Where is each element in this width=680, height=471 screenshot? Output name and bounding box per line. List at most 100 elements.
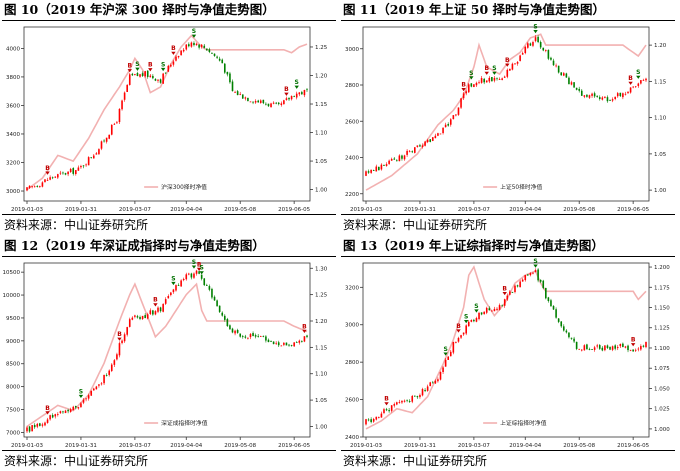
- candle-body: [642, 79, 645, 81]
- candle-body: [185, 44, 188, 50]
- figure-title: （2019 年上证综指择时与净值走势图）: [377, 238, 604, 253]
- candle-body: [398, 155, 401, 162]
- candle-body: [213, 53, 216, 56]
- candle-body: [208, 49, 211, 53]
- candle-body: [136, 73, 139, 76]
- candle-body: [565, 73, 568, 78]
- candle-body: [257, 100, 259, 103]
- x-tick-label: 2019-05-08: [563, 207, 595, 213]
- candle-body: [444, 124, 447, 128]
- x-tick-label: 2019-06-05: [617, 443, 649, 449]
- candle-body: [557, 318, 560, 322]
- buy-signal-marker: [456, 329, 461, 333]
- candle-body: [57, 174, 59, 178]
- sell-signal-marker: [191, 34, 197, 38]
- candle-body: [383, 409, 385, 413]
- candles-group: [26, 269, 308, 434]
- candle-body: [645, 78, 647, 81]
- candle-body: [280, 345, 283, 347]
- candle-body: [267, 103, 270, 107]
- candle-body: [100, 383, 103, 385]
- candle-body: [49, 415, 51, 420]
- candle-body: [59, 172, 62, 174]
- candle-body: [159, 307, 162, 312]
- candle-body: [467, 84, 470, 93]
- candle-body: [370, 169, 372, 173]
- candle-body: [141, 73, 144, 76]
- candle-body: [108, 134, 111, 139]
- sell-signal-marker: [135, 67, 140, 71]
- y-left-tick-label: 3400: [6, 132, 20, 138]
- candle-body: [539, 279, 542, 282]
- candle-body: [503, 76, 506, 78]
- candle-body: [113, 123, 116, 125]
- candle-body: [429, 382, 432, 387]
- candle-body: [203, 278, 206, 286]
- y-right-tick-label: 1.125: [654, 326, 670, 332]
- figure-title: （2019 年沪深 300 择时与净值走势图）: [38, 2, 275, 17]
- candle-body: [236, 91, 239, 96]
- candle-body: [622, 343, 624, 347]
- candle-body: [254, 100, 257, 103]
- candle-body: [575, 87, 578, 90]
- candle-body: [480, 78, 483, 83]
- sell-signal-marker: [78, 394, 84, 399]
- candle-body: [460, 98, 462, 108]
- candle-body: [552, 60, 555, 66]
- candle-body: [69, 168, 72, 173]
- sell-signal-label: S: [492, 65, 496, 72]
- candle-body: [254, 335, 257, 337]
- figure-label: 图 13: [343, 238, 378, 253]
- y-left-tick-label: 10000: [3, 293, 21, 299]
- candle-body: [598, 97, 601, 100]
- candle-body: [234, 91, 236, 93]
- candle-body: [452, 341, 455, 353]
- candle-body: [550, 300, 552, 307]
- y-right-tick-label: 1.10: [315, 372, 328, 378]
- panel-title: 图 12（2019 年深证成指择时与净值走势图）: [2, 236, 338, 256]
- buy-signal-label: B: [45, 165, 50, 172]
- candle-body: [483, 311, 485, 315]
- candle-body: [126, 327, 128, 335]
- buy-signal-label: B: [45, 405, 50, 412]
- chart-panel-3: 图 12（2019 年深证成指择时与净值走势图） 7000 7500 8000 850…: [2, 236, 338, 471]
- candle-body: [162, 73, 164, 84]
- candle-body: [170, 292, 172, 295]
- y-left-tick-label: 3800: [6, 75, 20, 81]
- buy-signal-marker: [505, 63, 510, 67]
- y-right-tick-label: 1.10: [654, 116, 667, 122]
- candle-body: [134, 315, 136, 317]
- candle-body: [69, 409, 72, 412]
- candle-body: [272, 341, 275, 345]
- legend-label: 沪深300择时净值: [161, 183, 207, 191]
- candle-body: [33, 186, 36, 188]
- sell-signal-marker: [294, 85, 299, 89]
- candle-body: [393, 404, 396, 406]
- candle-body: [367, 419, 370, 421]
- candle-body: [90, 390, 93, 396]
- sell-signal-marker: [160, 67, 166, 72]
- candle-body: [552, 305, 555, 310]
- sell-signal-marker: [171, 281, 176, 286]
- candle-body: [200, 274, 203, 279]
- candle-body: [501, 78, 503, 80]
- candle-body: [200, 44, 203, 47]
- candle-body: [252, 101, 254, 103]
- buy-signal-label: B: [631, 337, 636, 344]
- candle-body: [411, 151, 414, 153]
- candle-body: [627, 91, 629, 94]
- candle-body: [616, 347, 619, 349]
- candle-body: [442, 127, 444, 134]
- candle-body: [149, 75, 152, 78]
- candle-body: [573, 338, 575, 342]
- candle-body: [452, 115, 455, 120]
- y-left-tick-label: 2200: [345, 192, 359, 198]
- candle-body: [434, 135, 437, 139]
- candle-body: [593, 347, 596, 350]
- candle-body: [601, 347, 604, 351]
- buy-signal-label: B: [461, 82, 466, 89]
- candle-body: [547, 49, 550, 59]
- candle-body: [509, 68, 511, 71]
- candle-body: [431, 382, 434, 384]
- candle-body: [229, 325, 231, 330]
